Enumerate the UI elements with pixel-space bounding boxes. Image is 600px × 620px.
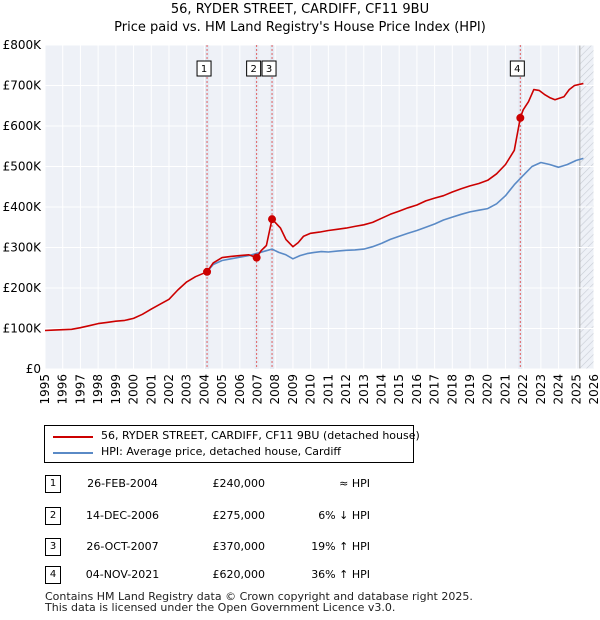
x-tick-label: 2026 xyxy=(587,374,600,405)
x-tick-label: 2002 xyxy=(162,374,176,405)
sale-hpi-comparison: 6% ↓ HPI xyxy=(318,509,370,522)
x-tick-label: 2019 xyxy=(463,374,477,405)
sale-price: £370,000 xyxy=(212,540,266,553)
y-tick-label: £100K xyxy=(3,322,43,336)
sale-point xyxy=(516,113,525,122)
x-tick-label: 2000 xyxy=(127,374,141,405)
x-tick-label: 2013 xyxy=(357,374,371,405)
footer-copyright: Contains HM Land Registry data © Crown c… xyxy=(45,590,473,603)
x-tick-label: 2016 xyxy=(410,374,424,405)
sale-marker-label: 1 xyxy=(201,64,207,75)
hpi-line xyxy=(206,157,584,273)
sale-number-badge: 3 xyxy=(45,538,61,556)
y-tick-label: £600K xyxy=(3,119,43,133)
x-tick-label: 2011 xyxy=(321,374,335,405)
y-tick-label: £800K xyxy=(3,38,43,52)
y-tick-label: £200K xyxy=(3,281,43,295)
x-tick-label: 1999 xyxy=(109,374,123,405)
x-tick-label: 2023 xyxy=(534,374,548,405)
sale-date: 26-OCT-2007 xyxy=(86,540,159,553)
footer-licence: This data is licensed under the Open Gov… xyxy=(45,601,396,614)
x-tick-label: 2025 xyxy=(569,374,583,405)
footer: Contains HM Land Registry data © Crown c… xyxy=(45,591,473,613)
sale-marker-box xyxy=(196,60,212,77)
x-tick-label: 2008 xyxy=(268,374,282,405)
x-tick-label: 2014 xyxy=(374,374,388,405)
sale-number-badge: 4 xyxy=(45,566,61,584)
legend-swatch-hpi xyxy=(53,452,93,454)
sale-date: 14-DEC-2006 xyxy=(85,509,160,522)
x-tick-label: 1998 xyxy=(91,374,105,405)
sale-date: 26-FEB-2004 xyxy=(87,477,158,490)
y-tick-label: £300K xyxy=(3,241,43,255)
property-price-line xyxy=(44,82,584,332)
legend-swatch-property xyxy=(53,436,93,438)
x-tick-label: 2024 xyxy=(552,374,566,405)
x-tick-label: 2005 xyxy=(215,374,229,405)
x-tick-label: 1997 xyxy=(73,374,87,405)
x-tick-label: 2009 xyxy=(286,374,300,405)
x-tick-label: 1996 xyxy=(56,374,70,405)
sale-point xyxy=(203,267,212,276)
x-tick-label: 2015 xyxy=(392,374,406,405)
legend-label-hpi: HPI: Average price, detached house, Card… xyxy=(101,445,341,458)
sale-price: £275,000 xyxy=(212,509,266,522)
sale-point xyxy=(268,215,277,224)
chart-subtitle: Price paid vs. HM Land Registry's House … xyxy=(114,20,486,35)
x-tick-label: 2021 xyxy=(498,374,512,405)
sale-price: £620,000 xyxy=(212,568,266,581)
sale-hpi-comparison: ≈ HPI xyxy=(339,477,370,490)
sale-number-badge: 1 xyxy=(45,475,61,493)
sale-row: 4 04-NOV-2021 £620,000 36% ↑ HPI xyxy=(0,566,600,584)
y-tick-label: £700K xyxy=(3,79,43,93)
x-tick-label: 2004 xyxy=(197,374,211,405)
x-tick-label: 2010 xyxy=(304,374,318,405)
sale-point xyxy=(252,253,261,262)
x-tick-label: 2003 xyxy=(180,374,194,405)
sale-marker-label: 3 xyxy=(266,64,272,75)
sale-date: 04-NOV-2021 xyxy=(85,568,160,581)
sale-hpi-comparison: 36% ↑ HPI xyxy=(311,568,370,581)
sale-marker-box xyxy=(509,60,525,77)
x-tick-label: 2006 xyxy=(233,374,247,405)
legend: 56, RYDER STREET, CARDIFF, CF11 9BU (det… xyxy=(44,425,420,463)
legend-label-property: 56, RYDER STREET, CARDIFF, CF11 9BU (det… xyxy=(101,429,420,442)
price-chart: £0 £100K £200K £300K £400K £500K £600K £700K £80… xyxy=(3,38,600,405)
x-tick-label: 2022 xyxy=(516,374,530,405)
sale-marker-box xyxy=(261,60,277,77)
sale-row: 3 26-OCT-2007 £370,000 19% ↑ HPI xyxy=(0,538,600,556)
x-tick-label: 2018 xyxy=(445,374,459,405)
x-tick-label: 1995 xyxy=(38,374,52,405)
y-tick-label: £500K xyxy=(3,160,43,174)
sale-row: 1 26-FEB-2004 £240,000 ≈ HPI xyxy=(0,475,600,493)
x-tick-label: 2017 xyxy=(428,374,442,405)
sale-marker-label: 2 xyxy=(250,64,256,75)
sale-price: £240,000 xyxy=(212,477,266,490)
x-tick-label: 2001 xyxy=(144,374,158,405)
sale-hpi-comparison: 19% ↑ HPI xyxy=(311,540,370,553)
x-tick-label: 2020 xyxy=(481,374,495,405)
sale-marker-box xyxy=(246,60,262,77)
x-tick-label: 2007 xyxy=(251,374,265,405)
sale-row: 2 14-DEC-2006 £275,000 6% ↓ HPI xyxy=(0,507,600,525)
y-tick-label: £400K xyxy=(3,200,43,214)
x-tick-label: 2012 xyxy=(339,374,353,405)
sale-marker-label: 4 xyxy=(514,64,520,75)
sale-number-badge: 2 xyxy=(45,507,61,525)
y-tick-label: £0 xyxy=(26,362,41,376)
chart-title: 56, RYDER STREET, CARDIFF, CF11 9BU xyxy=(170,2,430,17)
